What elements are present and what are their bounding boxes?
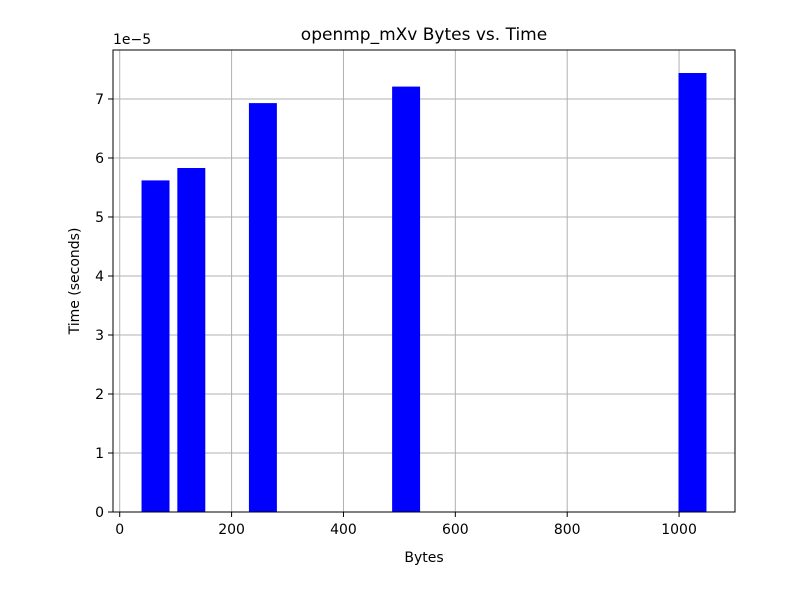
y-tick-label: 0 xyxy=(95,505,104,521)
y-tick-label: 4 xyxy=(95,269,104,285)
y-tick-label: 1 xyxy=(95,446,104,462)
chart-title: openmp_mXv Bytes vs. Time xyxy=(301,25,547,45)
bar xyxy=(248,103,277,512)
y-ticks: 0 1 2 3 4 5 6 7 xyxy=(95,92,113,521)
y-tick-label: 3 xyxy=(95,328,104,344)
grid-lines xyxy=(113,50,735,513)
bar xyxy=(392,86,421,513)
x-tick-label: 0 xyxy=(115,522,124,538)
x-tick-label: 800 xyxy=(554,522,581,538)
x-tick-label: 1000 xyxy=(661,522,697,538)
x-tick-label: 400 xyxy=(330,522,357,538)
y-offset-label: 1e−5 xyxy=(113,32,151,48)
bar xyxy=(177,168,206,512)
x-ticks: 0 200 400 600 800 1000 xyxy=(115,512,697,538)
plot-frame xyxy=(112,49,736,513)
x-axis-label: Bytes xyxy=(404,550,443,566)
bar xyxy=(141,180,170,512)
y-axis-label: Time (seconds) xyxy=(67,228,83,336)
y-tick-label: 5 xyxy=(95,210,104,226)
y-tick-label: 6 xyxy=(95,151,104,167)
y-tick-label: 2 xyxy=(95,387,104,403)
bar xyxy=(678,73,707,512)
x-tick-label: 600 xyxy=(442,522,469,538)
bars xyxy=(141,73,707,513)
y-tick-label: 7 xyxy=(95,92,104,108)
x-tick-label: 200 xyxy=(218,522,245,538)
